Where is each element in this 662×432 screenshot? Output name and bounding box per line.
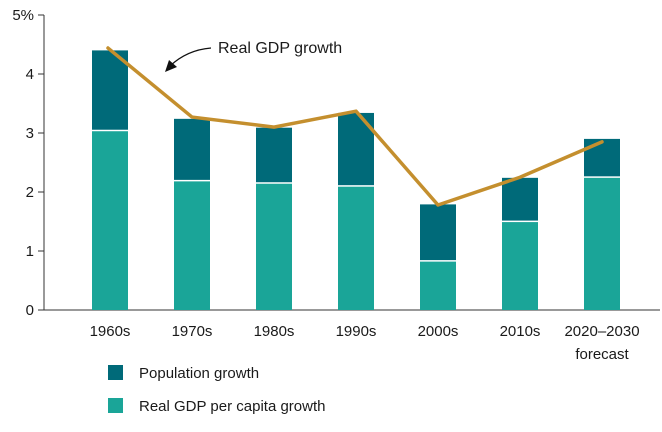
- legend: Population growth Real GDP per capita gro…: [108, 365, 325, 415]
- bar-population: [174, 118, 210, 180]
- y-tick-label: 1: [26, 243, 34, 260]
- bar-gdp-per-capita: [584, 177, 620, 310]
- annotation-arrowhead: [165, 60, 177, 72]
- bar-population: [420, 204, 456, 261]
- bar-gdp-per-capita: [502, 222, 538, 310]
- y-tick-label: 5%: [12, 7, 34, 24]
- bar-population: [92, 50, 128, 130]
- x-tick-label: 2020–2030: [564, 323, 639, 340]
- x-tick-label: 1990s: [336, 323, 377, 340]
- bar-gdp-per-capita: [338, 186, 374, 310]
- annotation-label: Real GDP growth: [218, 40, 342, 57]
- x-tick-label: 1980s: [254, 323, 295, 340]
- bar-gdp-per-capita: [420, 261, 456, 310]
- x-tick-label: 1970s: [172, 323, 213, 340]
- x-tick-label: 2000s: [418, 323, 459, 340]
- legend-swatch: [108, 365, 123, 380]
- line-series: [106, 46, 604, 207]
- bars: [92, 50, 620, 310]
- y-tick-label: 0: [26, 302, 34, 319]
- bar-population: [256, 127, 292, 183]
- y-tick-label: 2: [26, 184, 34, 201]
- bar-population: [502, 177, 538, 221]
- bar-gdp-per-capita: [256, 183, 292, 310]
- bar-population: [584, 138, 620, 177]
- y-tick-label: 3: [26, 125, 34, 142]
- line-real-gdp-growth: [106, 46, 604, 207]
- legend-swatch: [108, 398, 123, 413]
- bar-gdp-per-capita: [174, 181, 210, 310]
- x-tick-sublabel: forecast: [575, 346, 629, 363]
- legend-label: Population growth: [139, 365, 259, 382]
- annotation: Real GDP growth: [165, 40, 342, 72]
- annotation-arrow: [169, 47, 212, 67]
- axes: 0 1 2 3 4 5%: [12, 7, 660, 319]
- legend-label: Real GDP per capita growth: [139, 398, 325, 415]
- x-tick-label: 1960s: [90, 323, 131, 340]
- bar-gdp-per-capita: [92, 131, 128, 310]
- x-tick-labels: 1960s 1970s 1980s 1990s 2000s 2010s 2020–2030 f…: [90, 323, 640, 363]
- y-tick-label: 4: [26, 66, 34, 83]
- x-tick-label: 2010s: [500, 323, 541, 340]
